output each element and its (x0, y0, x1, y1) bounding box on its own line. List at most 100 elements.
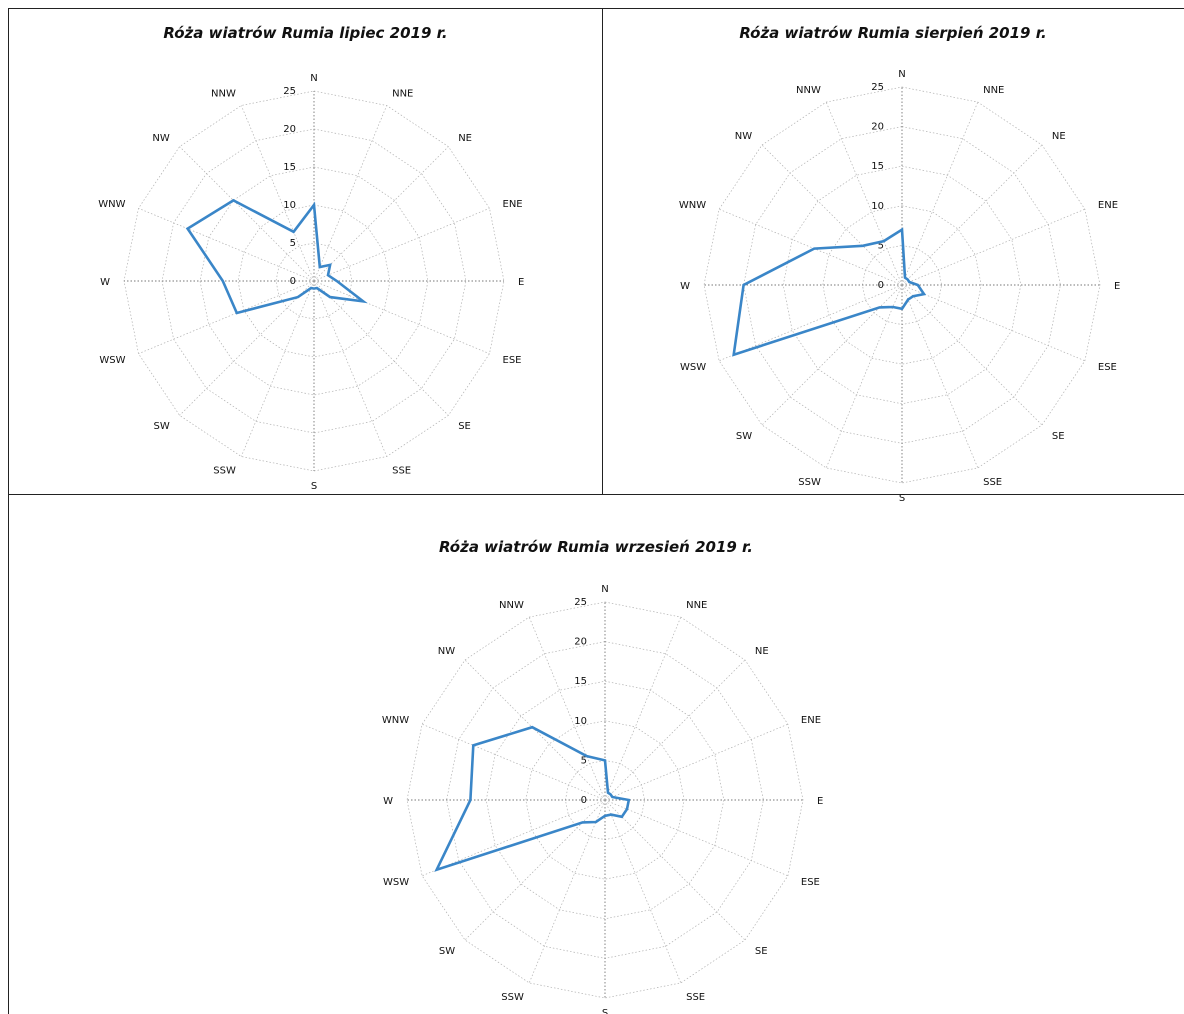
direction-label: ESE (1098, 362, 1117, 373)
direction-label: S (899, 493, 905, 504)
direction-label: SSW (213, 466, 236, 477)
grid-spoke (179, 146, 315, 282)
grid-ring (199, 166, 429, 396)
grid-spoke (421, 799, 606, 877)
direction-label: W (383, 796, 393, 807)
grid-spoke (240, 280, 315, 457)
direction-label: ESE (801, 877, 820, 888)
grid-spoke (464, 799, 606, 941)
direction-label: NNE (983, 85, 1004, 96)
grid-ring (123, 90, 505, 472)
direction-label: ENE (1098, 200, 1118, 211)
grid-spoke (604, 659, 746, 801)
direction-label: ESE (503, 355, 522, 366)
tick-label: 10 (574, 716, 587, 727)
tick-label: 0 (581, 795, 587, 806)
chart-panel-september (8, 494, 1184, 1014)
grid-spoke (528, 799, 606, 984)
direction-label: WSW (99, 355, 125, 366)
direction-label: E (1114, 281, 1120, 292)
tick-label: 20 (574, 637, 587, 648)
chart-title-september: Róża wiatrów Rumia wrzesień 2019 r. (438, 538, 753, 556)
grid-spoke (761, 284, 903, 426)
grid-spoke (825, 284, 903, 469)
grid-spoke (240, 105, 315, 282)
direction-label: WSW (383, 877, 409, 888)
data-series-line (732, 227, 927, 357)
grid-spoke (825, 101, 903, 286)
grid-spoke (604, 799, 789, 877)
chart-title-july: Róża wiatrów Rumia lipiec 2019 r. (163, 24, 448, 42)
direction-label: NW (735, 131, 752, 142)
tick-label: 10 (871, 201, 884, 212)
direction-label: NW (438, 646, 455, 657)
tick-label: 25 (574, 597, 587, 608)
direction-label: SSE (983, 477, 1002, 488)
direction-label: SSE (686, 992, 705, 1003)
chart-title-august: Róża wiatrów Rumia sierpień 2019 r. (739, 24, 1047, 42)
tick-label: 20 (283, 124, 296, 135)
direction-label: SE (1052, 431, 1065, 442)
direction-label: WSW (680, 362, 706, 373)
direction-label: NW (152, 133, 169, 144)
tick-label: 5 (290, 238, 296, 249)
direction-label: SW (154, 421, 170, 432)
grid-spoke (604, 723, 789, 801)
direction-label: SE (458, 421, 471, 432)
tick-label: 10 (283, 200, 296, 211)
direction-label: N (310, 73, 317, 84)
grid-spoke (604, 799, 746, 941)
direction-label: NNE (686, 600, 707, 611)
direction-label: NE (1052, 131, 1066, 142)
direction-label: E (817, 796, 823, 807)
direction-label: S (602, 1008, 608, 1014)
grid-spoke (901, 284, 1043, 426)
wind-rose-july-group: 0 5 10 15 20 25 N NNE NE ENE E ESE SE SSE S SSW SW WSW W WN… (98, 73, 524, 492)
direction-label: NNW (211, 89, 236, 100)
direction-label: NE (458, 133, 472, 144)
grid-ring (406, 601, 804, 999)
grid-ring (782, 165, 1022, 405)
tick-label: 25 (871, 82, 884, 93)
direction-label: NNW (796, 85, 821, 96)
direction-label: W (100, 277, 110, 288)
grid-spoke (313, 280, 449, 416)
grid-ring (161, 128, 467, 434)
grid-spoke (901, 284, 979, 469)
direction-label: SW (736, 431, 752, 442)
wind-rose-august-group: 0 5 10 15 20 25 N NNE NE ENE E ESE SE SSE S SSW SW WSW W WN… (679, 69, 1120, 504)
direction-label: S (311, 481, 317, 492)
direction-label: ENE (503, 199, 523, 210)
grid-spoke (901, 208, 1086, 286)
grid-spoke (604, 799, 682, 984)
direction-label: NNW (499, 600, 524, 611)
data-series-line (185, 198, 368, 315)
tick-label: 15 (871, 161, 884, 172)
grid-spoke (421, 723, 606, 801)
grid-ring (703, 86, 1101, 484)
tick-label: 0 (290, 276, 296, 287)
grid-spoke (901, 101, 979, 286)
grid-spoke (604, 616, 682, 801)
data-series-line (434, 725, 631, 872)
grid-spoke (718, 284, 903, 362)
grid-spoke (718, 208, 903, 286)
chart-panel-august (602, 8, 1184, 495)
grid-spoke (901, 144, 1043, 286)
grid-spoke (313, 280, 490, 355)
wind-rose-september-group: 0 5 10 15 20 25 N NNE NE ENE E ESE SE SSE S SSW SW WSW W WN… (382, 584, 823, 1014)
direction-label: WNW (679, 200, 706, 211)
direction-label: ENE (801, 715, 821, 726)
direction-label: N (601, 584, 608, 595)
direction-label: SSE (392, 466, 411, 477)
direction-label: N (898, 69, 905, 80)
direction-label: WNW (382, 715, 409, 726)
direction-label: NNE (392, 89, 413, 100)
tick-label: 20 (871, 122, 884, 133)
grid-spoke (901, 284, 1086, 362)
grid-spoke (313, 146, 449, 282)
tick-label: 5 (581, 755, 587, 766)
grid-spoke (138, 207, 315, 282)
direction-label: WNW (98, 199, 125, 210)
